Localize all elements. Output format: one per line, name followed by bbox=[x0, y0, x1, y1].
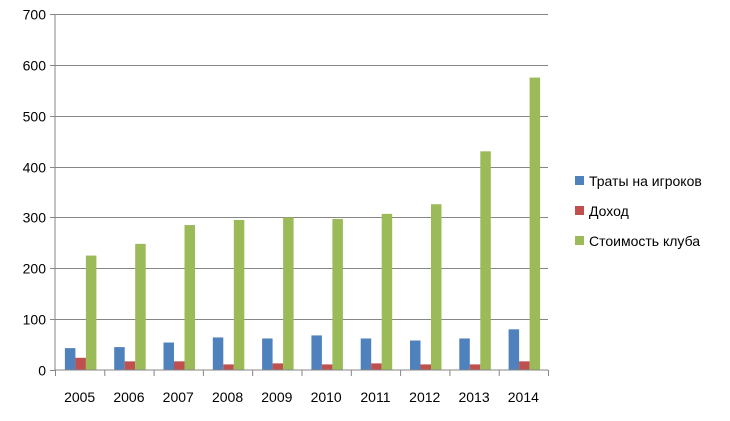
bar-1-2005 bbox=[64, 348, 76, 370]
bar-2-2014 bbox=[519, 361, 530, 370]
bar-3-2008 bbox=[233, 219, 245, 370]
legend-swatch bbox=[575, 236, 584, 245]
bar-1-2007 bbox=[163, 342, 174, 370]
legend-swatch bbox=[575, 176, 584, 185]
bar-3-2010 bbox=[332, 218, 343, 370]
legend-label: Доход bbox=[589, 203, 629, 219]
x-tick-label: 2014 bbox=[508, 389, 539, 405]
x-tick-label: 2009 bbox=[261, 389, 292, 405]
y-tick-label: 500 bbox=[23, 109, 47, 125]
x-tick-label: 2012 bbox=[409, 389, 440, 405]
x-tick-label: 2008 bbox=[212, 389, 243, 405]
bar-1-2012 bbox=[410, 340, 421, 370]
y-tick-label: 600 bbox=[23, 58, 47, 74]
y-tick-label: 400 bbox=[23, 160, 47, 176]
y-tick-label: 100 bbox=[23, 312, 47, 328]
bar-1-2011 bbox=[360, 338, 372, 370]
x-tick-label: 2011 bbox=[360, 389, 390, 405]
bar-2-2006 bbox=[124, 361, 136, 370]
bar-1-2010 bbox=[311, 335, 322, 370]
bar-1-2008 bbox=[212, 337, 224, 370]
bar-1-2013 bbox=[459, 338, 470, 370]
y-tick-label: 0 bbox=[38, 363, 46, 379]
bar-2-2005 bbox=[75, 357, 86, 370]
bar-1-2009 bbox=[262, 338, 273, 370]
bar-3-2012 bbox=[431, 204, 442, 370]
bars bbox=[64, 77, 541, 371]
axes bbox=[54, 14, 548, 371]
x-tick-label: 2007 bbox=[163, 389, 194, 405]
bar-2-2008 bbox=[223, 364, 234, 370]
bar-1-2006 bbox=[114, 347, 125, 370]
legend-label: Траты на игроков bbox=[589, 173, 702, 189]
bar-3-2006 bbox=[135, 243, 146, 370]
x-tick-label: 2010 bbox=[311, 389, 342, 405]
gridlines bbox=[55, 14, 548, 320]
bar-2-2009 bbox=[272, 363, 284, 370]
legend-label: Стоимость клуба bbox=[589, 233, 700, 249]
bar-2-2010 bbox=[321, 364, 333, 370]
bar-2-2013 bbox=[469, 364, 481, 370]
y-tick-label: 300 bbox=[23, 210, 47, 226]
bar-2-2011 bbox=[371, 363, 382, 370]
bar-2-2007 bbox=[174, 361, 185, 370]
x-axis-ticks: 2005 2006 2007 2008 2009 2010 2011 2012 2013 2014 bbox=[55, 370, 549, 405]
bar-3-2005 bbox=[85, 255, 97, 370]
bar-3-2011 bbox=[381, 213, 393, 370]
legend: Траты на игроков Доход Стоимость клуба bbox=[575, 173, 702, 249]
bar-3-2007 bbox=[184, 225, 195, 370]
bar-2-2012 bbox=[420, 364, 431, 370]
bar-1-2014 bbox=[508, 329, 520, 370]
x-tick-label: 2006 bbox=[113, 389, 144, 405]
bar-3-2013 bbox=[480, 151, 491, 370]
x-tick-label: 2005 bbox=[64, 389, 95, 405]
x-tick-label: 2013 bbox=[458, 389, 489, 405]
bar-3-2009 bbox=[283, 217, 294, 370]
bar-3-2014 bbox=[529, 77, 541, 371]
y-tick-label: 200 bbox=[23, 261, 47, 277]
y-tick-label: 700 bbox=[23, 7, 47, 23]
y-axis-ticks: 0 100 200 300 400 500 600 700 bbox=[23, 7, 55, 379]
legend-swatch bbox=[575, 206, 584, 215]
